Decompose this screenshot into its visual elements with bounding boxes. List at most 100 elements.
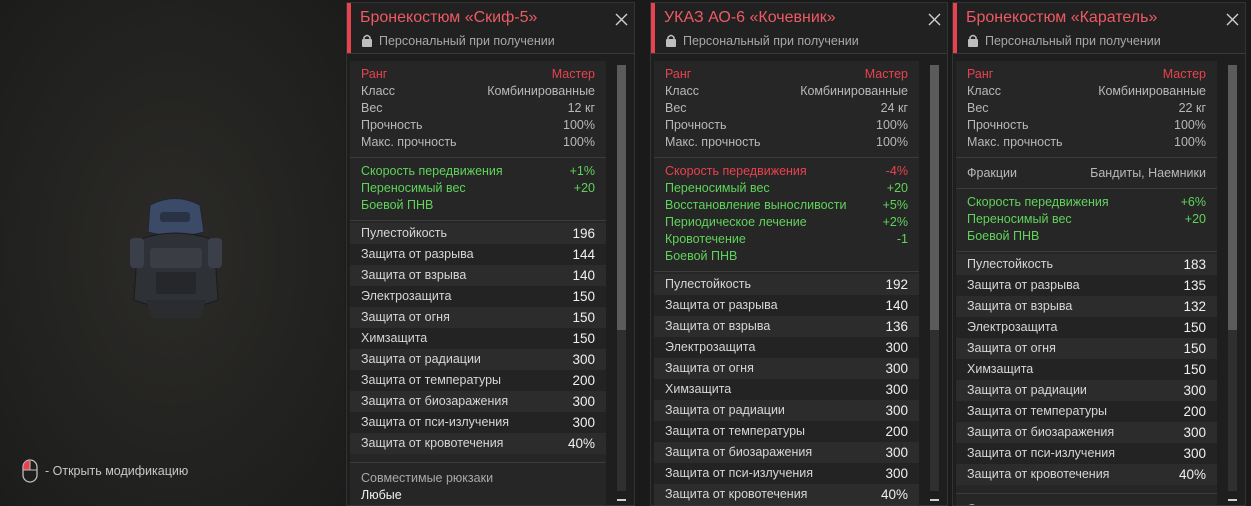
stat-row-value: 200 xyxy=(572,373,595,388)
backpacks-value: Любые xyxy=(361,488,402,502)
backpacks-label-row: Совместимые рюкзаки xyxy=(350,470,606,487)
info-row-value: 24 кг xyxy=(880,101,908,115)
close-button[interactable] xyxy=(1226,13,1239,31)
stat-row-label: Электрозащита xyxy=(665,340,756,354)
stat-row-label: Защита от температуры xyxy=(665,424,806,438)
item-card: Бронекостюм «Каратель» Персональный при п… xyxy=(952,2,1246,506)
stat-row-label: Защита от огня xyxy=(665,361,754,375)
stat-row: Электрозащита 150 xyxy=(350,286,606,307)
stat-row: Защита от радиации 300 xyxy=(350,349,606,370)
accent-bar xyxy=(651,3,655,53)
info-section: Ранг Мастер Класс Комбинированные Вес 24 кг Пр… xyxy=(654,61,919,158)
info-row: Вес 12 кг xyxy=(350,100,606,117)
stat-row-value: 300 xyxy=(572,394,595,409)
backpacks-label: Совместимые рюкзаки xyxy=(361,471,494,485)
effect-row-value: -1 xyxy=(896,232,908,246)
card-title: УКАЗ АО-6 «Кочевник» xyxy=(664,9,836,26)
info-row: Макс. прочность 100% xyxy=(654,134,919,151)
effect-row: Боевой ПНВ xyxy=(956,228,1217,245)
stat-row: Защита от пси-излучения 300 xyxy=(350,412,606,433)
stat-row-value: 150 xyxy=(572,289,595,304)
stat-row: Защита от разрыва 140 xyxy=(654,295,919,316)
effect-row-label: Скорость передвижения xyxy=(361,164,503,178)
info-row-label: Прочность xyxy=(665,118,727,132)
stat-row-value: 183 xyxy=(1183,257,1206,272)
stat-row: Пулестойкость 183 xyxy=(956,254,1217,275)
info-section: Ранг Мастер Класс Комбинированные Вес 22 кг Пр… xyxy=(956,61,1217,158)
effect-row-value: +2% xyxy=(882,215,908,229)
effect-row: Скорость передвижения +1% xyxy=(350,163,606,180)
effect-row: Переносимый вес +20 xyxy=(350,180,606,197)
info-row: Класс Комбинированные xyxy=(350,83,606,100)
stat-row-value: 140 xyxy=(572,268,595,283)
stat-row: Пулестойкость 196 xyxy=(350,223,606,244)
scroll-end xyxy=(617,499,626,501)
backpacks-label-row: Совместимые рюкзаки xyxy=(956,501,1217,505)
info-row-value: Мастер xyxy=(551,67,595,81)
stat-row-label: Пулестойкость xyxy=(967,257,1054,271)
item-card: УКАЗ АО-6 «Кочевник» Персональный при пол… xyxy=(650,2,948,506)
stat-row-label: Защита от взрыва xyxy=(967,299,1073,313)
effect-row-label: Боевой ПНВ xyxy=(361,198,434,212)
stat-row-value: 150 xyxy=(572,331,595,346)
stat-row-label: Защита от взрыва xyxy=(361,268,467,282)
stat-row: Электрозащита 300 xyxy=(654,337,919,358)
stat-row: Химзащита 300 xyxy=(654,379,919,400)
info-row-value: Комбинированные xyxy=(487,84,595,98)
stat-row-label: Защита от биозаражения xyxy=(665,445,813,459)
effect-row-label: Боевой ПНВ xyxy=(665,249,738,263)
stat-row-label: Защита от температуры xyxy=(967,404,1108,418)
stat-row-label: Защита от кровотечения xyxy=(967,467,1110,481)
stat-row-label: Защита от радиации xyxy=(967,383,1087,397)
close-button[interactable] xyxy=(615,13,628,31)
factions-row: Фракции Бандиты, Наемники xyxy=(956,165,1217,182)
lock-icon xyxy=(968,34,978,47)
lock-icon xyxy=(666,34,676,47)
info-row: Вес 24 кг xyxy=(654,100,919,117)
stat-row-value: 200 xyxy=(885,424,908,439)
stat-row: Защита от биозаражения 300 xyxy=(956,422,1217,443)
stat-row-label: Защита от разрыва xyxy=(361,247,474,261)
stat-row-label: Защита от биозаражения xyxy=(361,394,509,408)
info-row-value: Мастер xyxy=(1162,67,1206,81)
stat-row-label: Электрозащита xyxy=(967,320,1058,334)
stat-row-label: Защита от кровотечения xyxy=(361,436,504,450)
effect-row-label: Переносимый вес xyxy=(361,181,466,195)
effect-row: Периодическое лечение +2% xyxy=(654,214,919,231)
info-row-label: Ранг xyxy=(361,67,388,81)
info-row-label: Класс xyxy=(967,84,1002,98)
scroll-track xyxy=(617,65,626,491)
scroll-end xyxy=(930,499,939,501)
item-preview: - Открыть модификацию xyxy=(0,0,345,506)
stat-row-value: 144 xyxy=(572,247,595,262)
effect-row: Скорость передвижения -4% xyxy=(654,163,919,180)
info-row-label: Ранг xyxy=(967,67,994,81)
info-row: Класс Комбинированные xyxy=(956,83,1217,100)
stat-row-value: 40% xyxy=(1178,467,1206,482)
close-button[interactable] xyxy=(928,13,941,31)
stat-row-label: Химзащита xyxy=(361,331,428,345)
effect-row-value: +20 xyxy=(1184,212,1206,226)
stat-row: Защита от взрыва 140 xyxy=(350,265,606,286)
stat-row-value: 150 xyxy=(1183,362,1206,377)
backpacks-label: Совместимые рюкзаки xyxy=(967,501,1099,505)
stat-row: Защита от огня 150 xyxy=(956,338,1217,359)
info-row: Класс Комбинированные xyxy=(654,83,919,100)
info-row-label: Ранг xyxy=(665,67,692,81)
stat-row-value: 300 xyxy=(572,415,595,430)
info-row: Вес 22 кг xyxy=(956,100,1217,117)
effect-row-label: Скорость передвижения xyxy=(967,195,1109,209)
effect-row: Переносимый вес +20 xyxy=(654,180,919,197)
armor xyxy=(130,198,222,318)
info-row-label: Вес xyxy=(361,101,383,115)
stat-row-value: 300 xyxy=(1183,425,1206,440)
stat-row: Защита от радиации 300 xyxy=(654,400,919,421)
stat-row-label: Защита от радиации xyxy=(361,352,481,366)
stat-row: Защита от разрыва 135 xyxy=(956,275,1217,296)
card-body: Ранг Мастер Класс Комбинированные Вес 24 кг Пр… xyxy=(654,61,919,505)
info-row: Макс. прочность 100% xyxy=(350,134,606,151)
stat-row-label: Защита от огня xyxy=(361,310,450,324)
effects-section: Скорость передвижения -4% Переносимый вес +… xyxy=(654,158,919,272)
effect-row-value: -4% xyxy=(885,164,908,178)
